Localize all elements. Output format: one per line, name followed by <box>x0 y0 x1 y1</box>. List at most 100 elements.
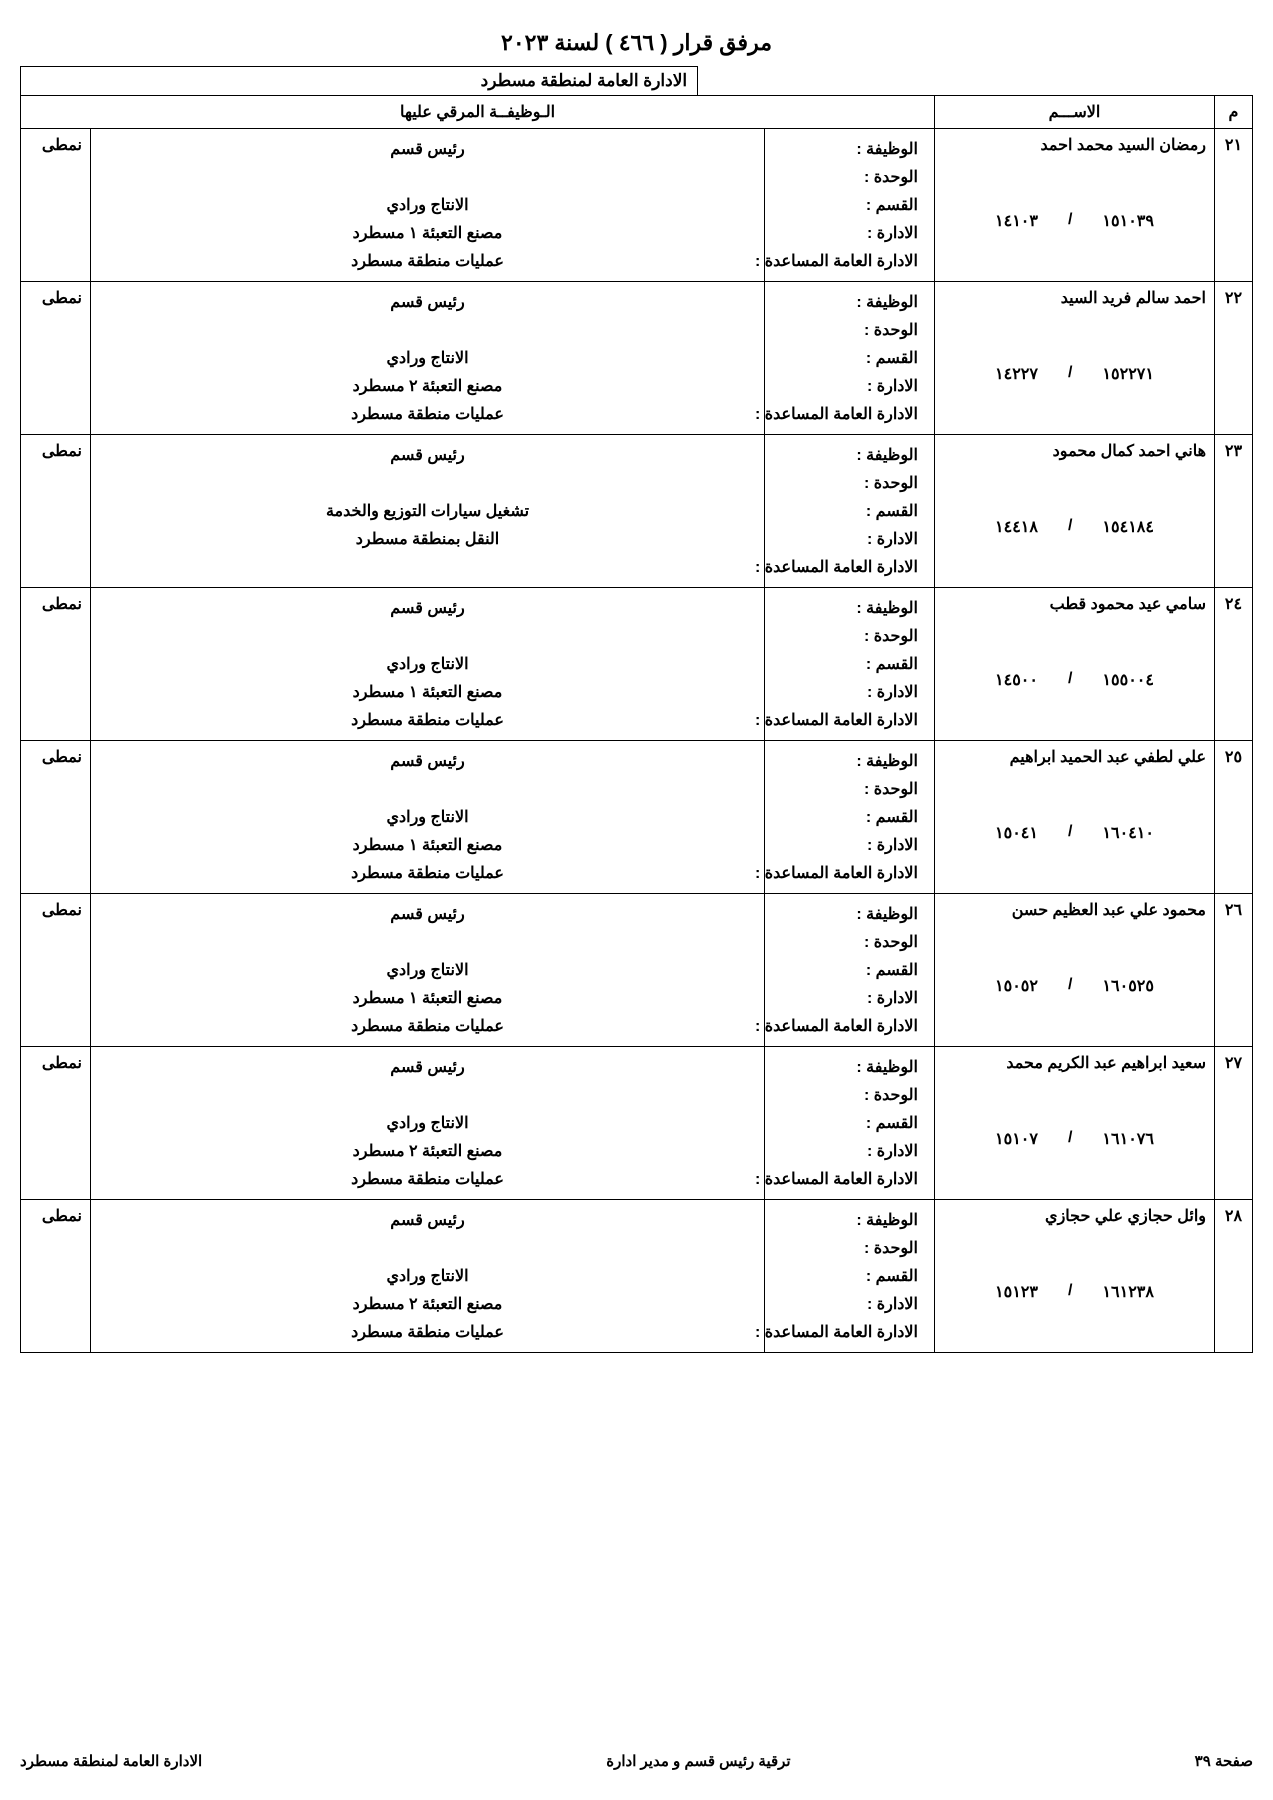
label-admin: الادارة : <box>747 1137 926 1165</box>
num-right: ١٤٤١٨ <box>995 517 1038 537</box>
label-aux: الادارة العامة المساعدة : <box>747 1012 926 1040</box>
table-row: ٢٤سامي عيد محمود قطب١٤٥٠٠/١٥٥٠٠٤الوظيفة … <box>21 588 1253 741</box>
row-index: ٢٤ <box>1215 588 1253 741</box>
val-admin: النقل بمنطقة مسطرد <box>99 525 756 553</box>
val-job: رئيس قسم <box>99 1206 756 1234</box>
val-job: رئيس قسم <box>99 1053 756 1081</box>
employee-numbers: ١٤٥٠٠/١٥٥٠٠٤ <box>943 664 1206 692</box>
table-row: ٢٨وائل حجازي علي حجازي١٥١٢٣/١٦١٢٣٨الوظيف… <box>21 1200 1253 1353</box>
val-admin: مصنع التعبئة ٢ مسطرد <box>99 1137 756 1165</box>
footer-mid: ترقية رئيس قسم و مدير ادارة <box>606 1752 790 1770</box>
label-unit: الوحدة : <box>747 469 926 497</box>
val-job: رئيس قسم <box>99 900 756 928</box>
row-values: رئيس قسمالانتاج وراديمصنع التعبئة ١ مسطر… <box>91 894 765 1047</box>
label-unit: الوحدة : <box>747 1081 926 1109</box>
num-right: ١٤٥٠٠ <box>995 670 1038 690</box>
employee-name: احمد سالم فريد السيد <box>943 288 1206 358</box>
row-labels: الوظيفة :الوحدة :القسم :الادارة :الادارة… <box>765 1200 935 1353</box>
val-dept: الانتاج ورادي <box>99 956 756 984</box>
val-dept: الانتاج ورادي <box>99 1262 756 1290</box>
label-admin: الادارة : <box>747 984 926 1012</box>
val-aux <box>99 553 756 581</box>
val-unit <box>99 622 756 650</box>
val-job: رئيس قسم <box>99 288 756 316</box>
val-dept: الانتاج ورادي <box>99 191 756 219</box>
num-left: ١٥٢٢٧١ <box>1102 364 1154 384</box>
label-dept: القسم : <box>747 956 926 984</box>
label-job: الوظيفة : <box>747 441 926 469</box>
promotions-table: م الاســـم الـوظيفــة المرقي عليها ٢١رمض… <box>20 95 1253 1353</box>
val-unit <box>99 163 756 191</box>
label-job: الوظيفة : <box>747 135 926 163</box>
val-dept: الانتاج ورادي <box>99 803 756 831</box>
row-type: نمطى <box>21 129 91 282</box>
row-labels: الوظيفة :الوحدة :القسم :الادارة :الادارة… <box>765 129 935 282</box>
table-row: ٢٦محمود علي عبد العظيم حسن١٥٠٥٢/١٦٠٥٢٥ال… <box>21 894 1253 1047</box>
row-values: رئيس قسمالانتاج وراديمصنع التعبئة ١ مسطر… <box>91 588 765 741</box>
row-labels: الوظيفة :الوحدة :القسم :الادارة :الادارة… <box>765 1047 935 1200</box>
employee-name: وائل حجازي علي حجازي <box>943 1206 1206 1276</box>
label-unit: الوحدة : <box>747 1234 926 1262</box>
table-row: ٢٣هاني احمد كمال محمود١٤٤١٨/١٥٤١٨٤الوظيف… <box>21 435 1253 588</box>
label-unit: الوحدة : <box>747 622 926 650</box>
row-labels: الوظيفة :الوحدة :القسم :الادارة :الادارة… <box>765 435 935 588</box>
row-name-cell: احمد سالم فريد السيد١٤٢٢٧/١٥٢٢٧١ <box>935 282 1215 435</box>
label-unit: الوحدة : <box>747 775 926 803</box>
val-aux: عمليات منطقة مسطرد <box>99 247 756 275</box>
val-dept: الانتاج ورادي <box>99 344 756 372</box>
col-name: الاســـم <box>935 96 1215 129</box>
num-sep: / <box>1068 517 1072 537</box>
num-sep: / <box>1068 364 1072 384</box>
row-index: ٢١ <box>1215 129 1253 282</box>
label-dept: القسم : <box>747 803 926 831</box>
val-job: رئيس قسم <box>99 594 756 622</box>
val-aux: عمليات منطقة مسطرد <box>99 1318 756 1346</box>
label-aux: الادارة العامة المساعدة : <box>747 553 926 581</box>
label-dept: القسم : <box>747 344 926 372</box>
row-values: رئيس قسمالانتاج وراديمصنع التعبئة ١ مسطر… <box>91 129 765 282</box>
employee-numbers: ١٥٠٥٢/١٦٠٥٢٥ <box>943 970 1206 998</box>
table-row: ٢١رمضان السيد محمد احمد١٤١٠٣/١٥١٠٣٩الوظي… <box>21 129 1253 282</box>
employee-numbers: ١٥٠٤١/١٦٠٤١٠ <box>943 817 1206 845</box>
row-name-cell: علي لطفي عبد الحميد ابراهيم١٥٠٤١/١٦٠٤١٠ <box>935 741 1215 894</box>
label-dept: القسم : <box>747 650 926 678</box>
val-unit <box>99 928 756 956</box>
label-unit: الوحدة : <box>747 316 926 344</box>
val-job: رئيس قسم <box>99 441 756 469</box>
table-row: ٢٧سعيد ابراهيم عبد الكريم محمد١٥١٠٧/١٦١٠… <box>21 1047 1253 1200</box>
table-header-row: م الاســـم الـوظيفــة المرقي عليها <box>21 96 1253 129</box>
employee-numbers: ١٤٤١٨ / ١٥٤١٨٤ <box>943 511 1206 539</box>
row-values: رئيس قسمالانتاج وراديمصنع التعبئة ١ مسطر… <box>91 741 765 894</box>
label-dept: القسم : <box>747 191 926 219</box>
label-dept: القسم : <box>747 1109 926 1137</box>
label-job: الوظيفة : <box>747 594 926 622</box>
employee-name: علي لطفي عبد الحميد ابراهيم <box>943 747 1206 817</box>
row-labels: الوظيفة :الوحدة :القسم :الادارة :الادارة… <box>765 894 935 1047</box>
num-right: ١٥١٠٧ <box>995 1129 1038 1149</box>
num-sep: / <box>1068 670 1072 690</box>
val-admin: مصنع التعبئة ١ مسطرد <box>99 219 756 247</box>
num-left: ١٦١٢٣٨ <box>1102 1282 1154 1302</box>
label-aux: الادارة العامة المساعدة : <box>747 1165 926 1193</box>
val-admin: مصنع التعبئة ١ مسطرد <box>99 678 756 706</box>
num-left: ١٥٤١٨٤ <box>1102 517 1154 537</box>
row-name-cell: وائل حجازي علي حجازي١٥١٢٣/١٦١٢٣٨ <box>935 1200 1215 1353</box>
employee-numbers: ١٤٢٢٧/١٥٢٢٧١ <box>943 358 1206 386</box>
row-labels: الوظيفة :الوحدة :القسم :الادارة :الادارة… <box>765 588 935 741</box>
label-admin: الادارة : <box>747 678 926 706</box>
footer-page: صفحة ٣٩ <box>1195 1752 1253 1770</box>
row-type: نمطى <box>21 435 91 588</box>
row-name-cell: سامي عيد محمود قطب١٤٥٠٠/١٥٥٠٠٤ <box>935 588 1215 741</box>
num-sep: / <box>1068 211 1072 231</box>
val-aux: عمليات منطقة مسطرد <box>99 1012 756 1040</box>
table-row: ٢٢احمد سالم فريد السيد١٤٢٢٧/١٥٢٢٧١الوظيف… <box>21 282 1253 435</box>
row-values: رئيس قسمتشغيل سيارات التوزيع والخدمةالنق… <box>91 435 765 588</box>
row-type: نمطى <box>21 282 91 435</box>
col-idx: م <box>1215 96 1253 129</box>
employee-numbers: ١٥١٠٧/١٦١٠٧٦ <box>943 1123 1206 1151</box>
row-name-cell: محمود علي عبد العظيم حسن١٥٠٥٢/١٦٠٥٢٥ <box>935 894 1215 1047</box>
employee-numbers: ١٥١٢٣/١٦١٢٣٨ <box>943 1276 1206 1304</box>
val-unit <box>99 775 756 803</box>
document-title: مرفق قرار ( ٤٦٦ ) لسنة ٢٠٢٣ <box>20 30 1253 56</box>
row-values: رئيس قسمالانتاج وراديمصنع التعبئة ٢ مسطر… <box>91 282 765 435</box>
